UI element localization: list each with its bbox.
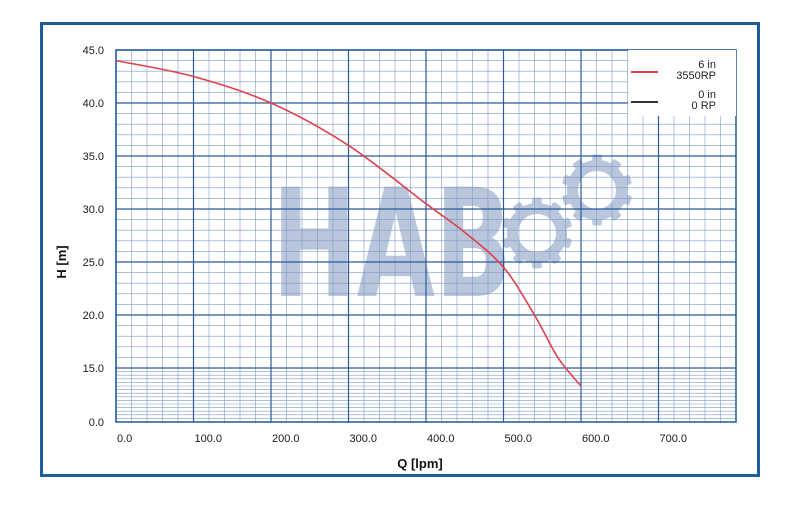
watermark-text: HAB [272, 158, 512, 332]
legend-label: 3550RP [676, 70, 716, 82]
legend-label: 0 RP [692, 100, 716, 112]
y-tick-label: 45.0 [83, 45, 104, 57]
x-tick-label: 500.0 [505, 433, 533, 445]
x-tick-label: 600.0 [582, 433, 610, 445]
x-tick-label: 0.0 [117, 433, 132, 445]
y-axis-label: H [m] [54, 245, 69, 278]
series-layer [115, 59, 582, 387]
x-tick-label: 300.0 [350, 433, 378, 445]
y-tick-label: 30.0 [83, 204, 104, 216]
y-tick-label: 35.0 [83, 151, 104, 163]
x-tick-label: 200.0 [272, 433, 300, 445]
x-tick-labels: 0.0 100.0 200.0 300.0 400.0 500.0 600.0 700.0 [117, 433, 687, 445]
y-tick-labels: 0.0 15.0 20.0 25.0 30.0 35.0 40.0 45.0 [83, 45, 104, 429]
gear-icon [562, 154, 632, 226]
gear-icon [502, 197, 572, 269]
x-axis-label: Q [lpm] [397, 456, 443, 471]
plot-area-border [115, 49, 737, 423]
x-tick-label: 700.0 [660, 433, 688, 445]
gear-ring [507, 203, 567, 263]
y-tick-label: 0.0 [89, 417, 104, 429]
series-line [115, 59, 582, 387]
y-tick-label: 40.0 [83, 98, 104, 110]
legend-label: 0 in [698, 89, 716, 101]
legend-box [628, 50, 736, 116]
y-tick-label: 20.0 [83, 310, 104, 322]
gear-ring [567, 160, 627, 220]
x-tick-label: 400.0 [427, 433, 455, 445]
hab-logo-watermark: HAB [272, 154, 632, 332]
y-tick-label: 15.0 [83, 363, 104, 375]
legend-label: 6 in [698, 59, 716, 71]
x-tick-label: 100.0 [195, 433, 223, 445]
y-tick-label: 25.0 [83, 257, 104, 269]
